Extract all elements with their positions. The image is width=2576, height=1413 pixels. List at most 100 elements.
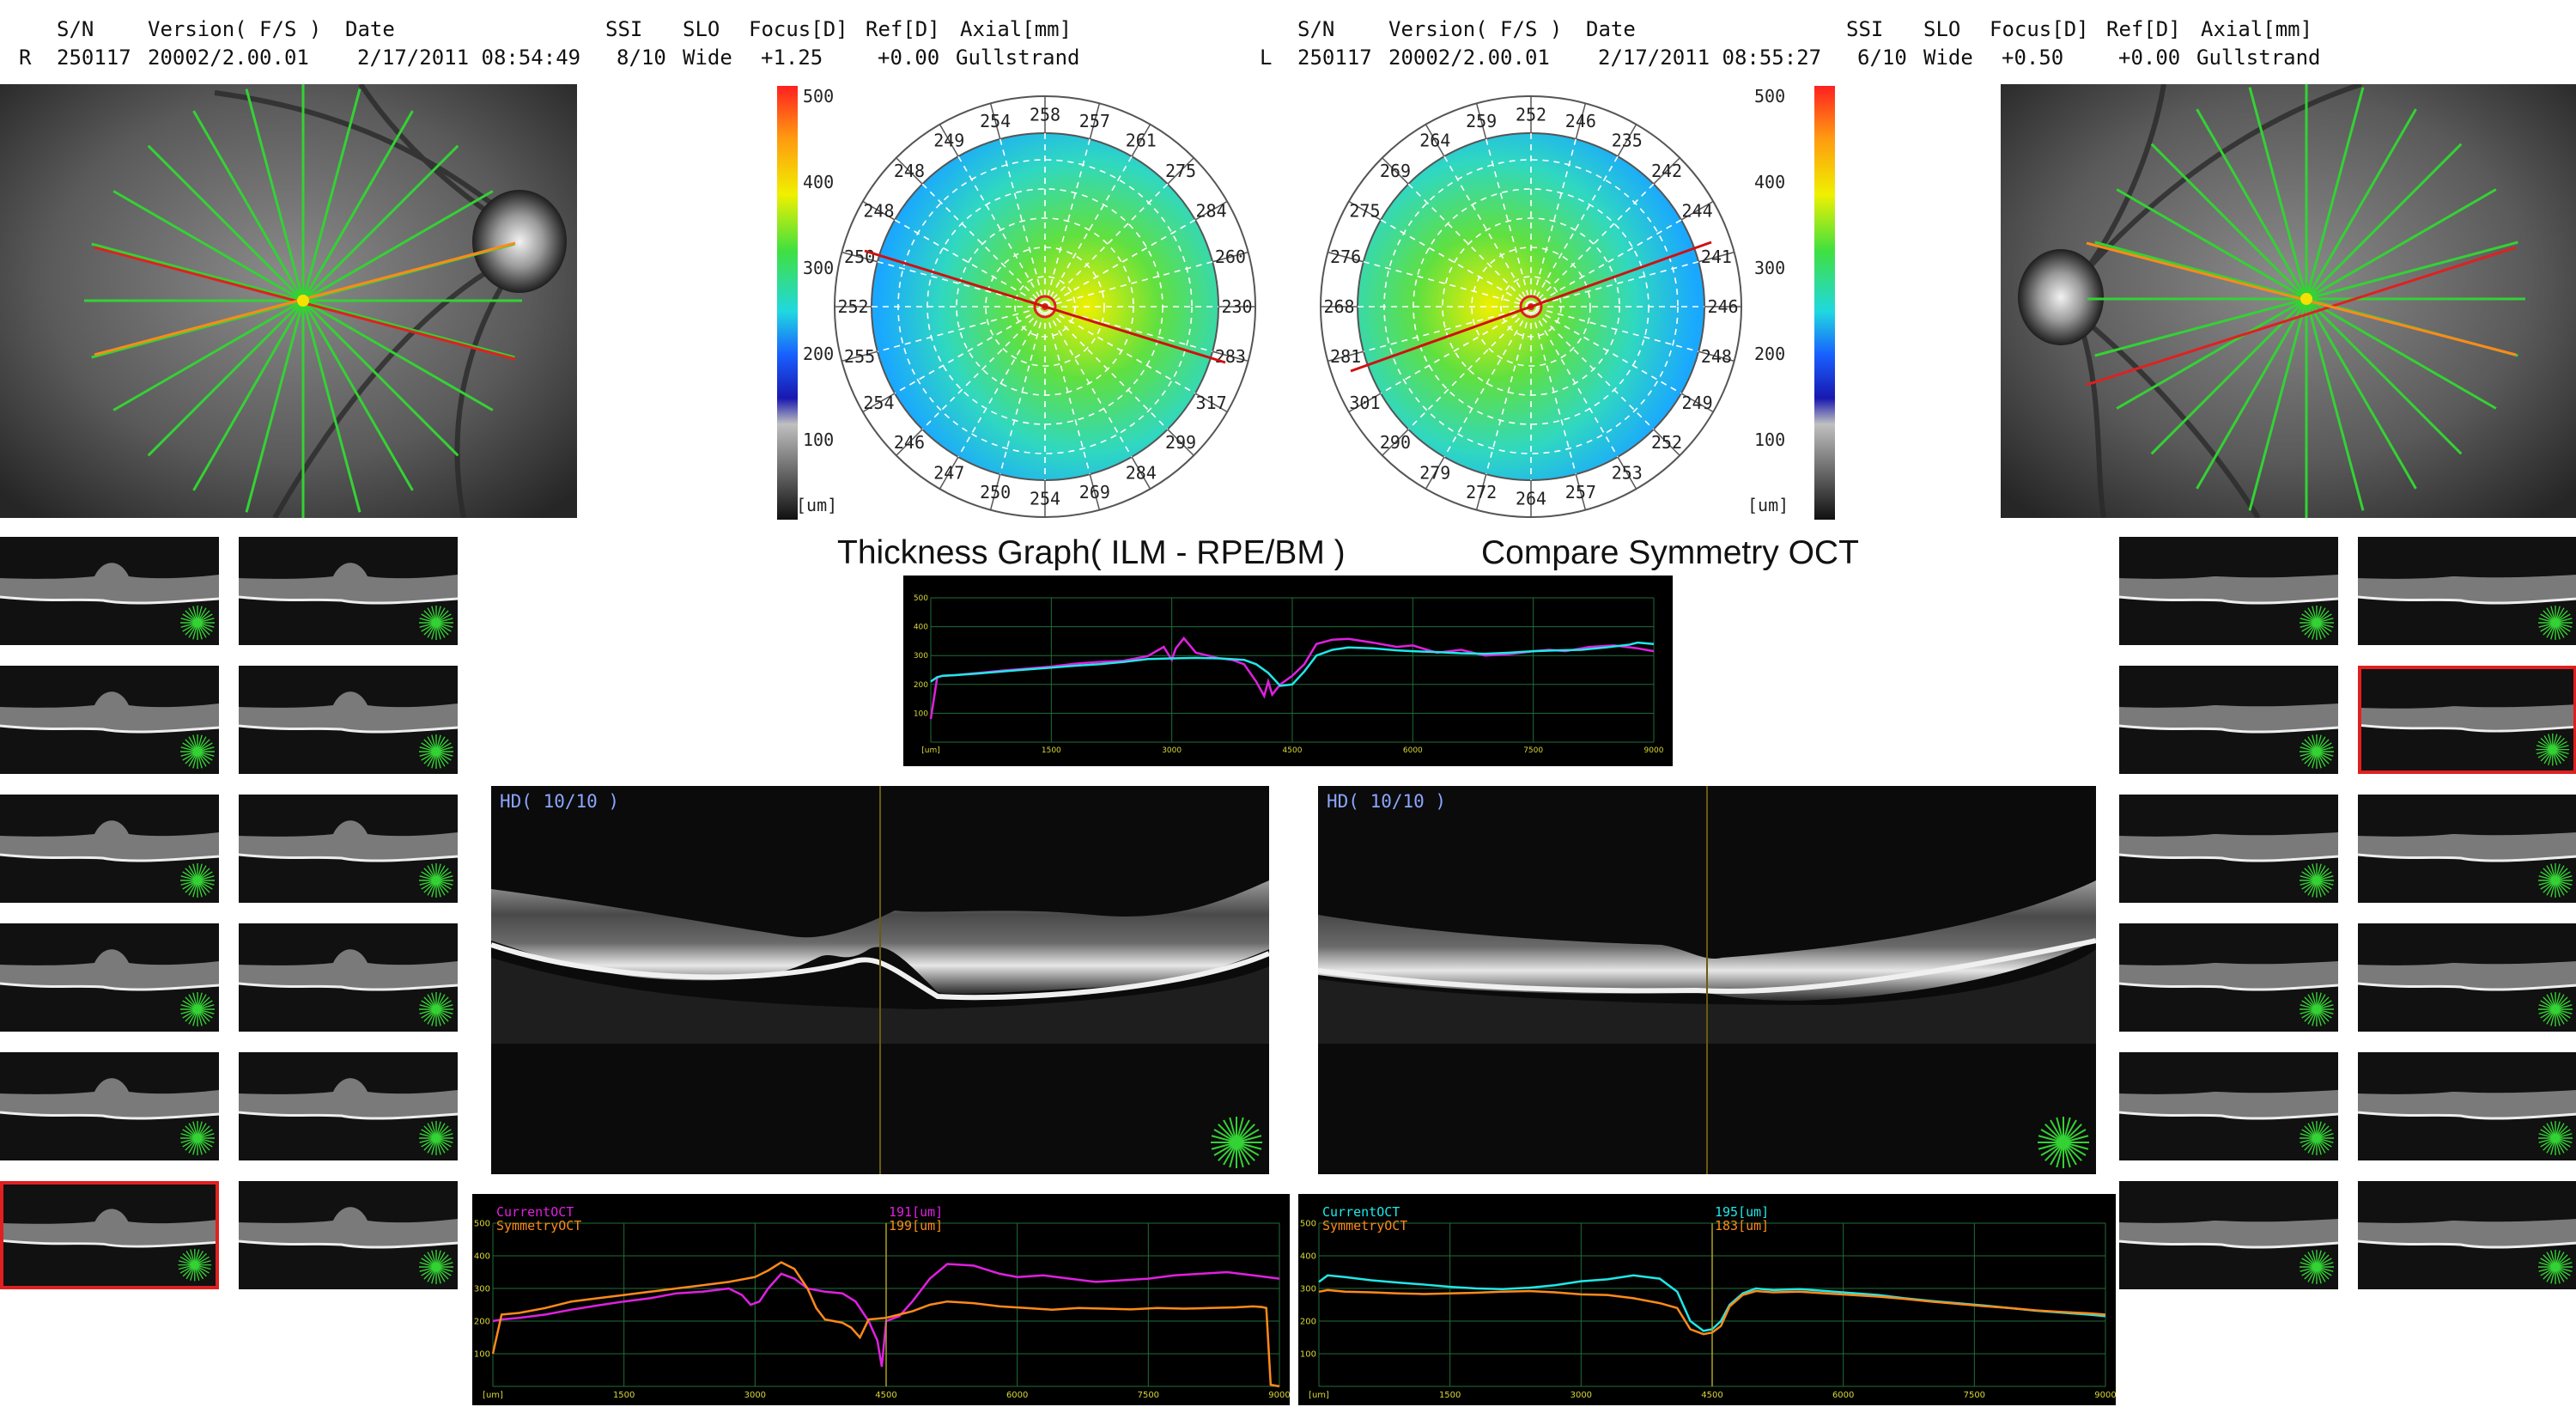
x-tick-label: [um] <box>1309 1391 1329 1400</box>
y-tick-label: 100 <box>474 1349 490 1359</box>
y-tick-label: 200 <box>474 1317 490 1326</box>
sector-thickness-value: 290 <box>1380 432 1411 453</box>
sn-label: S/N <box>57 17 94 41</box>
bscan-thumbnail[interactable] <box>0 1181 219 1289</box>
x-tick-label: 7500 <box>1138 1391 1159 1400</box>
sector-thickness-value: 246 <box>894 432 925 453</box>
bscan-thumbnail[interactable] <box>2358 666 2576 774</box>
bscan-thumbnail[interactable] <box>239 1181 458 1289</box>
y-tick-label: 200 <box>1300 1317 1316 1326</box>
x-tick-label: 3000 <box>1162 746 1182 755</box>
y-tick-label: 400 <box>474 1252 490 1261</box>
compare-graph-left-eye: 500 400 300 200 100 [um] 1500 3000 4500 6000 7500 9… <box>1298 1194 2116 1405</box>
bscan-right-eye[interactable]: HD( 10/10 ) <box>491 786 1269 1174</box>
x-tick-label: 9000 <box>1268 1391 1290 1400</box>
bscan-thumbnail[interactable] <box>2119 923 2338 1032</box>
sector-thickness-value: 242 <box>1651 161 1682 181</box>
bscan-thumbnail[interactable] <box>2119 795 2338 903</box>
sector-thickness-value: 253 <box>1612 463 1643 484</box>
y-tick-label: 300 <box>474 1284 490 1294</box>
x-tick-label: 7500 <box>1523 746 1543 755</box>
bscan-thumbnail[interactable] <box>239 1052 458 1160</box>
sector-thickness-value: 248 <box>894 161 925 181</box>
version-label: Version( F/S ) <box>148 17 322 41</box>
bscan-thumbnail[interactable] <box>2119 1052 2338 1160</box>
x-tick-label: 3000 <box>744 1391 766 1400</box>
slo-label: SLO <box>1923 17 1961 41</box>
sector-thickness-value: 246 <box>1707 296 1738 317</box>
slo-value: Wide <box>1923 46 1973 70</box>
bscan-thumbnail[interactable] <box>0 1052 219 1160</box>
sector-thickness-value: 250 <box>844 247 875 267</box>
sector-thickness-value: 246 <box>1565 111 1596 131</box>
sector-thickness-value: 272 <box>1466 482 1497 502</box>
colorbar-unit: [um] <box>796 495 838 515</box>
sector-thickness-value: 235 <box>1612 130 1643 150</box>
ssi-label: SSI <box>1846 17 1884 41</box>
axial-label: Axial[mm] <box>960 17 1072 41</box>
sector-thickness-value: 264 <box>1419 130 1450 150</box>
compare-symmetry-title: Compare Symmetry OCT <box>1481 534 1859 571</box>
colorbar-tick: 400 <box>803 172 835 192</box>
colorbar-tick: 100 <box>803 429 835 450</box>
x-tick-label: 1500 <box>1439 1391 1461 1400</box>
x-tick-label: 1500 <box>1042 746 1061 755</box>
axial-label: Axial[mm] <box>2201 17 2313 41</box>
sector-thickness-value: 247 <box>933 463 964 484</box>
symmetry-oct-legend: SymmetryOCT <box>496 1218 581 1233</box>
fundus-image-right-eye[interactable] <box>0 84 577 518</box>
sector-thickness-value: 244 <box>1681 200 1712 221</box>
ref-value: +0.00 <box>2118 46 2181 70</box>
bscan-thumbnail[interactable] <box>2119 666 2338 774</box>
current-oct-legend: CurrentOCT <box>496 1204 574 1220</box>
bscan-thumbnail[interactable] <box>2119 537 2338 645</box>
sector-thickness-value: 241 <box>1701 247 1732 267</box>
bscan-thumbnail[interactable] <box>239 923 458 1032</box>
sector-thickness-value: 284 <box>1195 200 1226 221</box>
thickness-map-right-eye[interactable]: 258 2572612752842602302833172992842692542… <box>813 75 1277 539</box>
fundus-image-left-eye[interactable] <box>2001 84 2576 518</box>
ssi-label: SSI <box>605 17 643 41</box>
y-tick-label: 300 <box>1300 1284 1316 1294</box>
series-line <box>930 641 1655 687</box>
sector-thickness-value: 299 <box>1165 432 1196 453</box>
bscan-thumbnail[interactable] <box>0 923 219 1032</box>
bscan-left-eye[interactable]: HD( 10/10 ) <box>1318 786 2096 1174</box>
date-label: Date <box>1586 17 1636 41</box>
thickness-graph-title: Thickness Graph( ILM - RPE/BM ) <box>837 534 1346 571</box>
x-tick-label: [um] <box>921 746 940 755</box>
bscan-thumbnail[interactable] <box>2119 1181 2338 1289</box>
bscan-thumbnail[interactable] <box>0 537 219 645</box>
colorbar-unit: [um] <box>1747 495 1789 515</box>
ssi-value: 8/10 <box>617 46 666 70</box>
scan-quality-label: HD( 10/10 ) <box>500 791 620 812</box>
ref-value: +0.00 <box>878 46 940 70</box>
y-tick-label: 500 <box>914 594 928 603</box>
sector-thickness-value: 248 <box>863 200 894 221</box>
bscan-thumbnail[interactable] <box>2358 1052 2576 1160</box>
symmetry-value: 183[um] <box>1715 1218 1769 1233</box>
bscan-thumbnail[interactable] <box>239 537 458 645</box>
header-left: S/N Version( F/S ) Date SSI SLO Focus[D]… <box>0 15 1245 76</box>
header-right: S/N Version( F/S ) Date SSI SLO Focus[D]… <box>1241 15 2486 76</box>
bscan-thumbnail[interactable] <box>239 795 458 903</box>
colorbar-tick: 300 <box>1754 258 1786 278</box>
sector-thickness-value: 275 <box>1349 200 1380 221</box>
version-value: 20002/2.00.01 <box>148 46 309 70</box>
sector-thickness-value: 269 <box>1380 161 1411 181</box>
colorbar-tick: 500 <box>803 86 835 107</box>
bscan-thumbnail[interactable] <box>239 666 458 774</box>
bscan-thumbnail[interactable] <box>0 795 219 903</box>
thickness-map-left-eye[interactable]: 252 246 235 242 244 241 246 248 249 252 253 257 264 2… <box>1299 75 1763 539</box>
thickness-graph: 500 400 300 200 100 [um] 1500 3000 4500 6000 7500 9… <box>903 576 1673 766</box>
bscan-thumbnail[interactable] <box>2358 1181 2576 1289</box>
sector-thickness-value: 254 <box>1030 489 1060 509</box>
bscan-thumbnail[interactable] <box>2358 923 2576 1032</box>
sector-thickness-value: 301 <box>1349 393 1380 413</box>
y-tick-label: 100 <box>914 710 928 718</box>
bscan-thumbnail[interactable] <box>2358 537 2576 645</box>
slo-value: Wide <box>683 46 732 70</box>
bscan-thumbnail[interactable] <box>2358 795 2576 903</box>
version-label: Version( F/S ) <box>1388 17 1563 41</box>
bscan-thumbnail[interactable] <box>0 666 219 774</box>
